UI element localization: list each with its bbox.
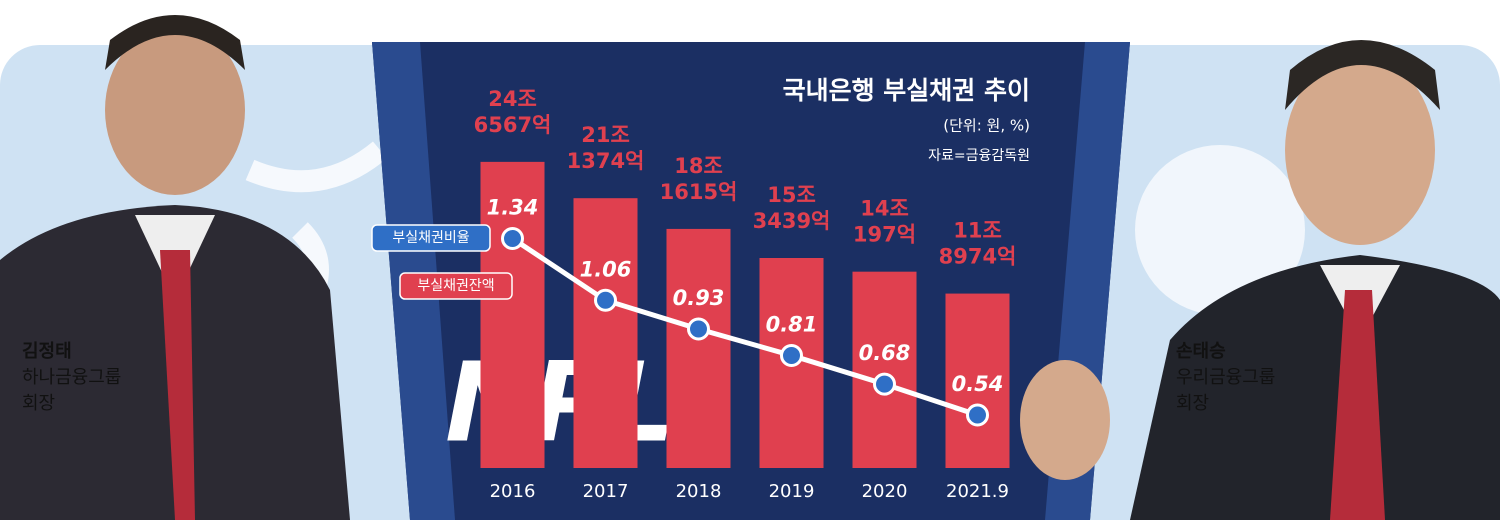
value-label: 197억	[853, 223, 916, 247]
legend-box	[371, 224, 491, 252]
line-point	[873, 372, 896, 396]
value-label: 11조	[953, 219, 1002, 243]
point-label: 0.93	[673, 286, 725, 310]
x-tick-label: 2020	[862, 481, 908, 502]
legend-label: 부실채권비율	[392, 230, 469, 246]
value-label: 8974억	[939, 245, 1017, 269]
value-label: 14조	[860, 197, 909, 221]
person-org: 하나금융그룹	[22, 367, 121, 388]
point-label: 0.68	[859, 341, 911, 365]
legend-box	[399, 272, 513, 300]
bar	[666, 228, 731, 468]
line-point	[501, 226, 524, 250]
value-label: 24조	[488, 87, 537, 111]
bar	[852, 271, 917, 468]
person-role: 회장	[22, 393, 55, 414]
point-label: 1.34	[487, 195, 539, 219]
point-label: 0.81	[766, 312, 818, 336]
point-label: 0.54	[952, 372, 1004, 396]
logo-circle	[1135, 145, 1305, 315]
bar	[480, 161, 545, 468]
value-label: 6567억	[474, 113, 552, 137]
value-label: 21조	[581, 123, 630, 147]
value-label: 1374억	[567, 149, 645, 173]
bar	[945, 293, 1010, 468]
chart-title: 국내은행 부실채권 추이	[783, 76, 1030, 105]
person-name: 손태승	[1176, 341, 1226, 362]
person-left-photo	[0, 15, 350, 520]
line	[511, 236, 979, 418]
legend-label: 부실채권잔액	[417, 278, 494, 294]
line-point	[687, 317, 710, 341]
point-label: 1.06	[580, 257, 632, 281]
value-label: 18조	[674, 154, 723, 178]
x-tick-label: 2019	[769, 481, 815, 502]
bar	[573, 198, 638, 468]
person-right-photo	[1020, 40, 1500, 520]
chart-subtitle: (단위: 원, %)	[943, 117, 1030, 135]
x-tick-label: 2018	[676, 481, 722, 502]
line-point	[966, 403, 989, 427]
chart-source: 자료=금융감독원	[928, 148, 1030, 164]
value-label: 3439억	[753, 209, 831, 233]
line-point	[594, 288, 617, 312]
value-label: 15조	[767, 183, 816, 207]
person-name: 김정태	[22, 341, 72, 362]
x-tick-label: 2017	[583, 481, 629, 502]
line-point	[780, 343, 803, 367]
value-label: 1615억	[660, 180, 738, 204]
x-tick-label: 2021.9	[946, 481, 1009, 502]
x-tick-label: 2016	[490, 481, 536, 502]
person-org: 우리금융그룹	[1176, 367, 1275, 388]
person-role: 회장	[1176, 393, 1209, 414]
